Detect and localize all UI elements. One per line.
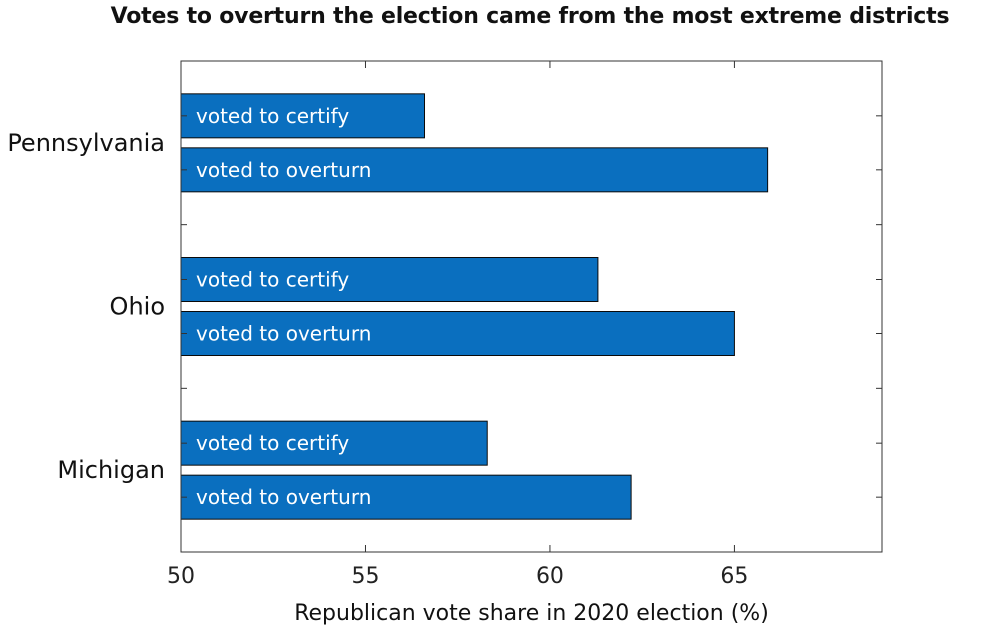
bar — [180, 420, 488, 466]
bar-label: voted to certify — [196, 431, 349, 455]
x-tick-label: 65 — [720, 564, 748, 589]
bar-label: voted to certify — [196, 104, 349, 128]
chart-title: Votes to overturn the election came from… — [110, 4, 950, 29]
bar — [180, 474, 632, 520]
bar-label: voted to overturn — [196, 322, 371, 346]
bar — [180, 147, 769, 193]
bar — [180, 93, 426, 139]
bar-label: voted to certify — [196, 268, 349, 292]
bar-label: voted to overturn — [196, 158, 371, 182]
x-axis-label: Republican vote share in 2020 election (… — [294, 601, 769, 626]
category-label: Pennsylvania — [7, 129, 165, 157]
x-tick-label: 50 — [167, 564, 195, 589]
ticks-layer: Pennsylvania Ohio Michigan 50 55 60 65 — [7, 61, 882, 589]
x-tick-label: 55 — [351, 564, 379, 589]
category-label: Michigan — [57, 456, 165, 484]
category-label: Ohio — [110, 293, 165, 321]
bar — [180, 257, 599, 302]
x-tick-label: 60 — [536, 564, 564, 589]
bar-label: voted to overturn — [196, 485, 371, 509]
bar — [180, 311, 735, 356]
bars-layer: voted to certify voted to overturn voted t… — [180, 93, 769, 520]
plot-frame — [180, 60, 883, 553]
